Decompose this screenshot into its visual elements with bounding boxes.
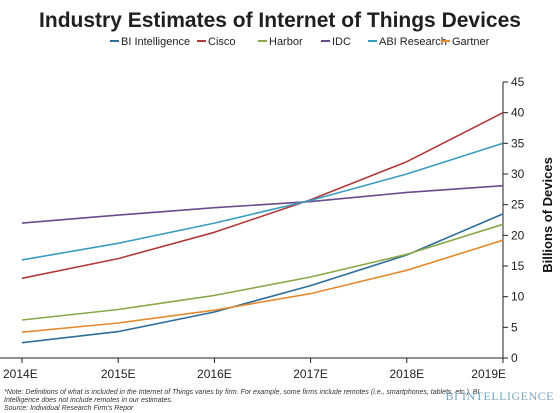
- legend-label-idc: IDC: [332, 36, 351, 48]
- y-tick-label: 45: [511, 75, 525, 89]
- footnote-line-2: Intelligence does not include remotes in…: [4, 397, 173, 404]
- x-tick-label: 2017E: [293, 367, 328, 381]
- footnote-line-1: *Note: Definitions of what is included i…: [4, 389, 479, 396]
- y-tick-label: 15: [511, 259, 525, 273]
- series-line-cisco: [21, 111, 504, 280]
- y-tick-label: 0: [511, 351, 518, 365]
- x-tick-label: 2018E: [389, 367, 424, 381]
- legend: BI Intelligence Cisco Harbor IDC ABI Researc…: [110, 36, 490, 48]
- y-tick-label: 35: [511, 136, 525, 150]
- y-axis: 0 5 10 15 20 25 30 35 40 45: [502, 75, 525, 365]
- y-tick-label: 25: [511, 198, 525, 212]
- x-tick-label: 2014E: [3, 367, 38, 381]
- y-tick-label: 30: [511, 167, 525, 181]
- series-lines: [21, 111, 504, 344]
- legend-label-cisco: Cisco: [208, 36, 236, 48]
- legend-label-abi-research: ABI Research: [379, 36, 447, 48]
- y-tick-label: 5: [511, 320, 518, 334]
- series-line-harbor: [21, 223, 504, 321]
- chart-title: Industry Estimates of Internet of Things…: [39, 9, 521, 32]
- x-tick-label: 2016E: [197, 367, 232, 381]
- legend-label-gartner: Gartner: [452, 36, 490, 48]
- y-tick-label: 20: [511, 228, 525, 242]
- x-tick-label: 2019E: [471, 367, 506, 381]
- legend-label-bi-intelligence: BI Intelligence: [121, 36, 190, 48]
- series-line-idc: [21, 184, 504, 224]
- series-line-abi-research: [21, 142, 504, 261]
- series-line-bi-intelligence: [21, 213, 504, 344]
- series-line-gartner: [21, 239, 504, 333]
- y-tick-label: 40: [511, 106, 525, 120]
- y-tick-label: 10: [511, 290, 525, 304]
- x-axis: 2014E 2015E 2016E 2017E 2018E 2019E: [0, 357, 506, 381]
- brand-logo: BI INTELLIGENCE: [446, 389, 554, 403]
- x-tick-label: 2015E: [101, 367, 136, 381]
- y-axis-label: Billions of Devices: [540, 157, 555, 273]
- footnote-source: Source: Individual Research Firm's Repor: [4, 405, 134, 412]
- legend-label-harbor: Harbor: [269, 36, 303, 48]
